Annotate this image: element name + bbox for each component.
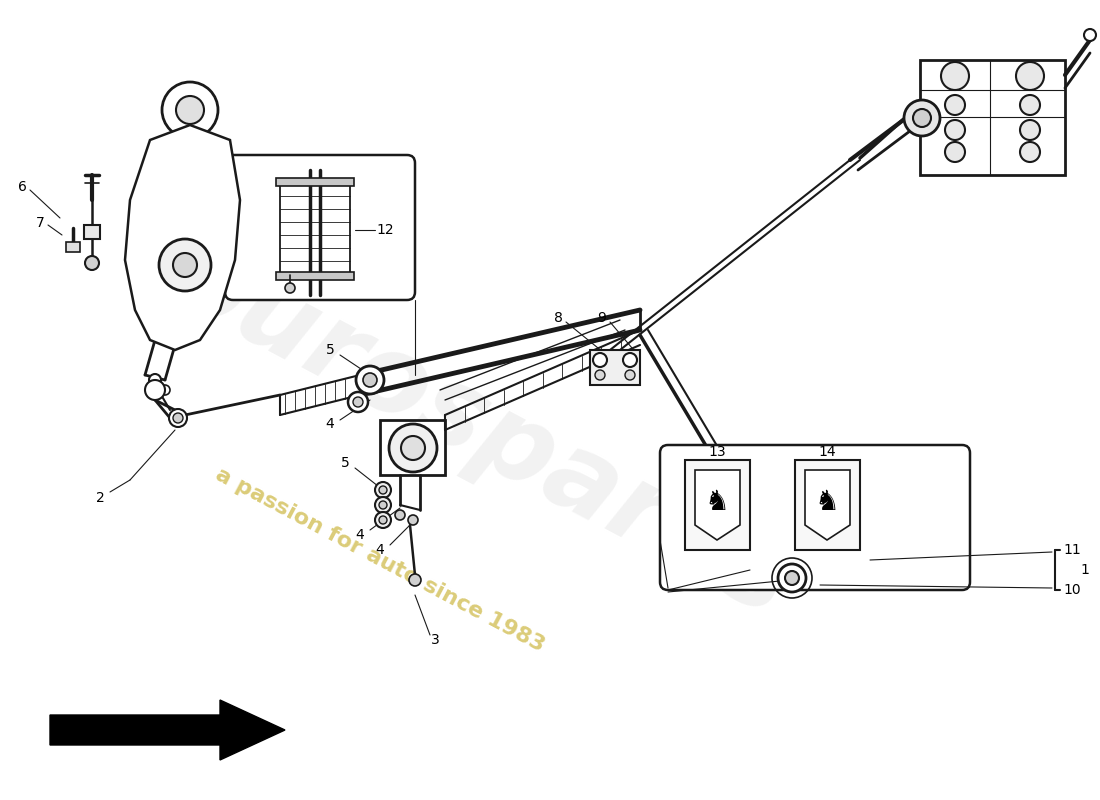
Text: 6: 6 <box>18 180 26 194</box>
Circle shape <box>623 353 637 367</box>
Text: 12: 12 <box>376 223 394 237</box>
Text: ♞: ♞ <box>705 488 729 516</box>
Circle shape <box>625 370 635 380</box>
Circle shape <box>389 424 437 472</box>
Text: a passion for auto since 1983: a passion for auto since 1983 <box>212 464 548 656</box>
Circle shape <box>778 564 806 592</box>
Circle shape <box>940 62 969 90</box>
Circle shape <box>904 100 940 136</box>
Circle shape <box>1016 62 1044 90</box>
Text: 4: 4 <box>355 528 364 542</box>
Circle shape <box>785 571 799 585</box>
Circle shape <box>1020 142 1040 162</box>
Circle shape <box>160 385 170 395</box>
Circle shape <box>379 501 387 509</box>
Text: burospares: burospares <box>151 222 810 638</box>
Text: 7: 7 <box>35 216 44 230</box>
Polygon shape <box>805 470 850 540</box>
Circle shape <box>945 120 965 140</box>
Polygon shape <box>50 700 285 760</box>
Circle shape <box>408 515 418 525</box>
Text: 11: 11 <box>1063 543 1081 557</box>
Circle shape <box>148 374 161 386</box>
Circle shape <box>160 239 211 291</box>
Circle shape <box>348 392 369 412</box>
Circle shape <box>375 512 390 528</box>
Bar <box>795 460 860 550</box>
Text: 2: 2 <box>96 491 104 505</box>
FancyBboxPatch shape <box>226 155 415 300</box>
Circle shape <box>85 256 99 270</box>
Text: 5: 5 <box>326 343 334 357</box>
Circle shape <box>1020 95 1040 115</box>
Circle shape <box>379 486 387 494</box>
Text: 4: 4 <box>326 417 334 431</box>
Bar <box>84 225 100 239</box>
Text: 5: 5 <box>341 456 350 470</box>
Bar <box>66 242 80 252</box>
Circle shape <box>353 397 363 407</box>
Circle shape <box>402 436 425 460</box>
Circle shape <box>945 95 965 115</box>
Bar <box>276 178 354 186</box>
Circle shape <box>1084 29 1096 41</box>
Circle shape <box>176 96 204 124</box>
Text: 4: 4 <box>375 543 384 557</box>
Text: 3: 3 <box>430 633 439 647</box>
Text: 10: 10 <box>1064 583 1081 597</box>
Bar <box>590 350 640 385</box>
Text: 1: 1 <box>1080 563 1089 577</box>
Circle shape <box>356 366 384 394</box>
Circle shape <box>395 510 405 520</box>
Circle shape <box>375 497 390 513</box>
Circle shape <box>379 516 387 524</box>
Polygon shape <box>125 125 240 350</box>
Bar <box>685 460 750 550</box>
Bar <box>379 420 446 475</box>
Circle shape <box>375 482 390 498</box>
Circle shape <box>363 373 377 387</box>
Text: 9: 9 <box>597 311 606 325</box>
Circle shape <box>595 370 605 380</box>
Text: 14: 14 <box>818 445 836 459</box>
Text: ♞: ♞ <box>815 488 839 516</box>
Circle shape <box>173 413 183 423</box>
Circle shape <box>145 380 165 400</box>
Text: 8: 8 <box>553 311 562 325</box>
Circle shape <box>1020 120 1040 140</box>
Circle shape <box>593 353 607 367</box>
Circle shape <box>913 109 931 127</box>
Text: 13: 13 <box>708 445 726 459</box>
Circle shape <box>169 409 187 427</box>
Circle shape <box>173 253 197 277</box>
Circle shape <box>409 574 421 586</box>
Circle shape <box>162 82 218 138</box>
FancyBboxPatch shape <box>660 445 970 590</box>
Bar <box>276 272 354 280</box>
Circle shape <box>285 283 295 293</box>
Bar <box>920 60 1065 175</box>
Circle shape <box>945 142 965 162</box>
Polygon shape <box>695 470 740 540</box>
